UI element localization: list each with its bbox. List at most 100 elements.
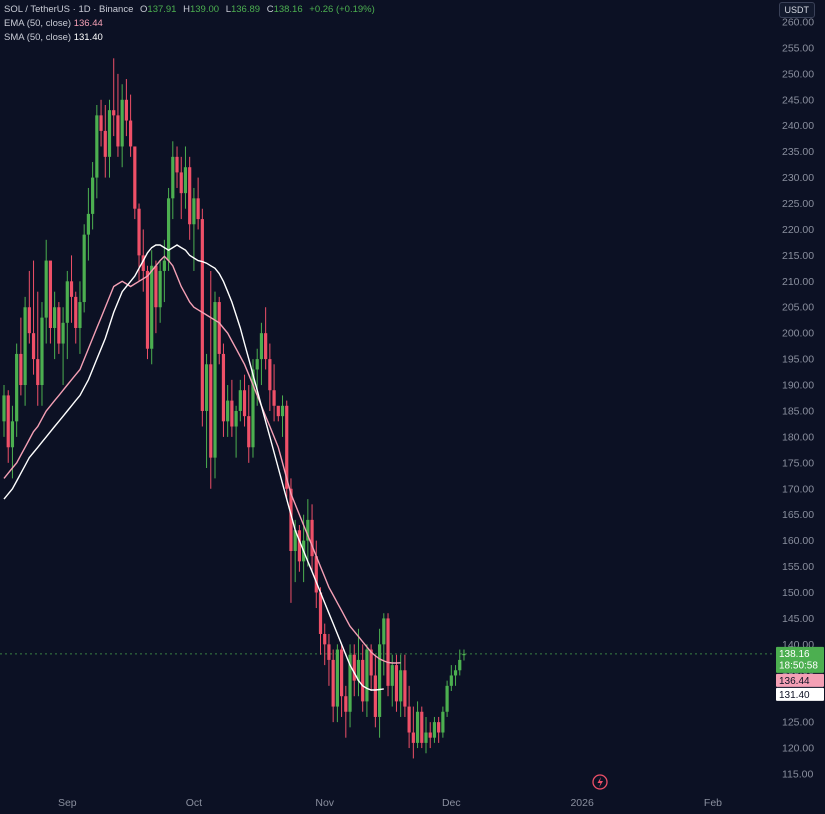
candle-body xyxy=(268,359,272,391)
price-tick-label: 165.00 xyxy=(782,509,814,521)
high-value: 139.00 xyxy=(189,4,220,15)
candle xyxy=(323,623,327,666)
candle xyxy=(171,141,175,220)
candle xyxy=(356,628,361,697)
candle-body xyxy=(344,696,348,712)
candle xyxy=(95,104,99,199)
candle xyxy=(48,260,53,344)
candle xyxy=(221,343,226,437)
price-tick-label: 150.00 xyxy=(782,587,814,599)
candle-body xyxy=(137,208,141,256)
time-tick-label: Sep xyxy=(58,797,77,809)
candle-body xyxy=(145,270,150,349)
candle-body xyxy=(399,670,403,702)
candle xyxy=(428,722,432,749)
candle xyxy=(411,706,415,759)
candle-body xyxy=(213,302,217,458)
candle xyxy=(285,400,289,500)
candle xyxy=(99,99,103,147)
candle-body xyxy=(289,488,293,551)
candle xyxy=(242,374,247,427)
candle xyxy=(445,680,449,717)
candle xyxy=(432,716,437,743)
candle-body xyxy=(31,333,36,360)
candle xyxy=(86,187,90,261)
candle-body xyxy=(441,711,445,733)
candle xyxy=(297,525,301,572)
price-tick-label: 255.00 xyxy=(782,42,814,54)
candle-body xyxy=(221,353,226,422)
close-label: C xyxy=(266,4,274,15)
price-tick-label: 220.00 xyxy=(782,224,814,236)
candle-body xyxy=(86,213,90,235)
candle xyxy=(259,322,264,386)
candle-body xyxy=(78,302,82,328)
candle xyxy=(306,499,310,567)
candle xyxy=(192,187,196,271)
candle-body xyxy=(6,395,10,448)
candle-body xyxy=(352,654,356,681)
candle xyxy=(69,255,74,323)
candle xyxy=(200,208,204,427)
candle-body xyxy=(377,644,382,717)
candle-body xyxy=(23,307,27,386)
candle xyxy=(82,224,86,313)
ema-legend-row[interactable]: EMA (50, close) 136.44 xyxy=(4,17,375,31)
candle xyxy=(310,504,314,572)
candle-body xyxy=(82,234,86,303)
time-tick-label: Nov xyxy=(315,797,334,809)
candle-body xyxy=(255,359,259,370)
candle-body xyxy=(386,618,390,686)
price-axis[interactable]: 260.00 255.00 250.00 245.00 240.00 235.00 230.… xyxy=(782,17,814,781)
candle-body xyxy=(27,307,31,334)
candle xyxy=(124,79,128,137)
open-value: 137.91 xyxy=(147,4,177,15)
time-axis[interactable]: Sep Oct Nov Dec 2026 Feb xyxy=(58,797,722,809)
candle-body xyxy=(116,115,120,147)
candle-body xyxy=(53,307,57,328)
candle xyxy=(344,685,348,738)
price-tick-label: 210.00 xyxy=(782,276,814,288)
replay-icon[interactable] xyxy=(592,774,608,790)
candle xyxy=(348,644,352,728)
candle-body xyxy=(99,115,103,131)
currency-button[interactable]: USDT xyxy=(778,2,815,18)
candle-body xyxy=(323,633,327,645)
price-tick-label: 160.00 xyxy=(782,535,814,547)
candle xyxy=(394,654,399,712)
candle xyxy=(112,58,116,137)
candle-body xyxy=(335,649,339,707)
ema-badge-text: 136.44 xyxy=(779,676,810,687)
candle-body xyxy=(293,530,297,551)
symbol-title[interactable]: SOL / TetherUS · 1D · Binance xyxy=(4,4,134,15)
candle xyxy=(65,270,69,360)
candle-body xyxy=(453,670,458,676)
candle xyxy=(78,281,82,354)
candle xyxy=(407,685,411,749)
candle-body xyxy=(348,654,352,712)
candle xyxy=(183,146,188,209)
price-badge-text: 138.16 xyxy=(779,649,810,660)
candle-body xyxy=(390,665,394,686)
candle-body xyxy=(318,592,323,634)
candle-body xyxy=(150,265,154,349)
candle-body xyxy=(428,732,432,738)
candle-body xyxy=(200,219,204,411)
candle xyxy=(331,649,335,723)
sma-legend-label: SMA (50, close) xyxy=(4,32,72,43)
price-tick-label: 180.00 xyxy=(782,431,814,443)
candle-body xyxy=(234,410,238,427)
candle-body xyxy=(95,115,99,178)
candle xyxy=(314,540,318,609)
candle-body xyxy=(40,317,44,386)
chart-legend: SOL / TetherUS · 1D · Binance O137.91 H1… xyxy=(4,3,375,45)
candle-body xyxy=(217,302,221,354)
candle xyxy=(36,291,40,406)
open-label: O xyxy=(140,4,148,15)
sma-legend-row[interactable]: SMA (50, close) 131.40 xyxy=(4,31,375,45)
candle xyxy=(217,296,221,365)
price-tick-label: 145.00 xyxy=(782,613,814,625)
